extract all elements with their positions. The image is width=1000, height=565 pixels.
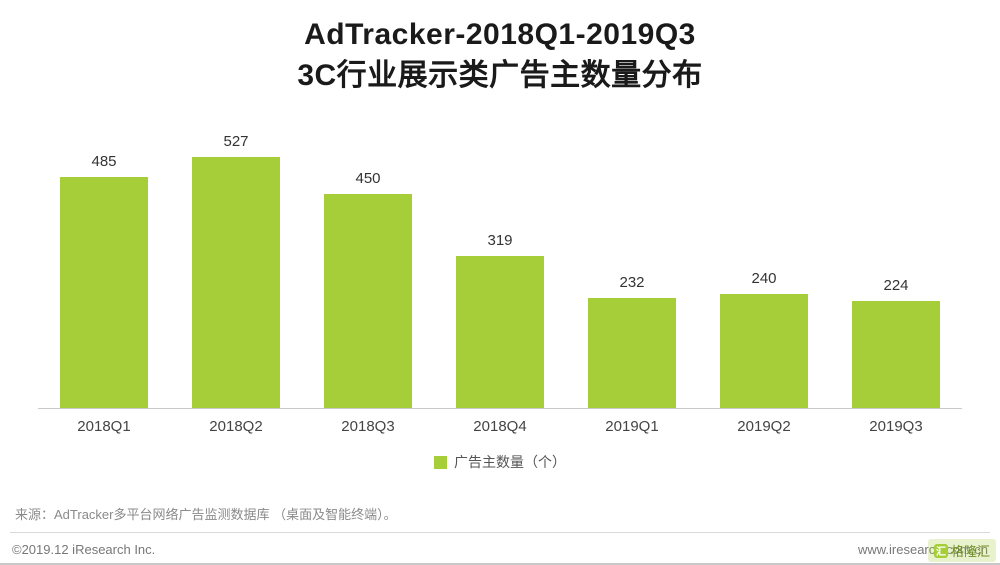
bar-value-label: 485 [91,153,117,170]
x-axis-label: 2018Q4 [473,418,527,435]
bar [192,157,280,408]
bar [852,301,940,408]
copyright-text: ©2019.12 iResearch Inc. [12,542,156,557]
legend-swatch-icon [434,455,447,469]
bar-value-label: 240 [751,270,777,287]
x-axis-label: 2018Q2 [209,418,263,435]
x-axis-label: 2018Q1 [77,418,131,435]
bar-column: 485 [38,153,170,408]
chart-title-line2: 3C行业展示类广告主数量分布 [297,59,703,92]
bar [324,194,412,408]
bar-chart: 485 527 450 319 232 240 224 2018Q1 2018Q2 2018Q3… [38,122,962,435]
website-text: www.iresearch.com.cn [857,542,988,557]
bar [720,294,808,408]
footer-divider [10,532,990,533]
source-note: 来源：AdTracker多平台网络广告监测数据库 （桌面及智能终端）。 [15,507,397,522]
legend-label: 广告主数量（个） [454,454,566,470]
bar-column: 240 [698,270,830,408]
bar [588,298,676,408]
bar [60,177,148,408]
x-axis-labels: 2018Q1 2018Q2 2018Q3 2018Q4 2019Q1 2019Q2 2019… [38,418,962,435]
bar-column: 319 [434,232,566,408]
chart-title: AdTracker-2018Q1-2019Q3 3C行业展示类广告主数量分布 [0,0,1000,96]
watermark-logo-icon: 汇 [933,543,948,558]
x-axis-label: 2019Q3 [869,418,923,435]
legend: 广告主数量（个） [0,452,1000,472]
bar-value-label: 527 [223,133,249,150]
bar-value-label: 232 [619,274,645,291]
footer-bar: ©2019.12 iResearch Inc. www.iresearch.co… [12,542,988,557]
bar-plot-area: 485 527 450 319 232 240 224 [38,122,962,409]
watermark-label: 格隆汇 [950,544,990,559]
x-axis-label: 2019Q1 [605,418,659,435]
bar [456,256,544,408]
bar-value-label: 450 [355,170,381,187]
bar-column: 232 [566,274,698,408]
x-axis-label: 2019Q2 [737,418,791,435]
bar-value-label: 319 [487,232,513,249]
chart-title-line1: AdTracker-2018Q1-2019Q3 [304,18,696,51]
watermark-badge: 汇 格隆汇 [927,539,996,562]
bar-column: 527 [170,133,302,408]
bar-column: 224 [830,277,962,408]
bar-value-label: 224 [883,277,909,294]
x-axis-label: 2018Q3 [341,418,395,435]
bar-column: 450 [302,170,434,408]
